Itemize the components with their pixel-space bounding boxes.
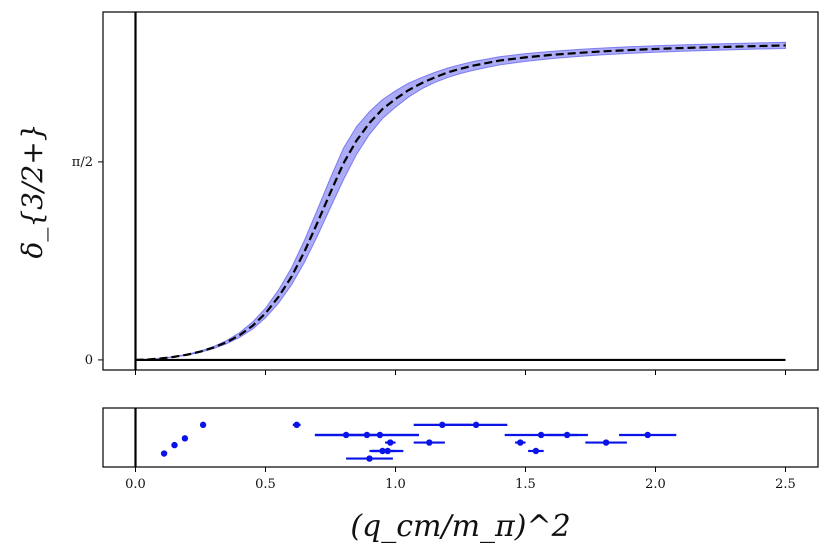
data-point [439,421,446,429]
data-point [181,435,189,442]
data-point [563,431,571,439]
data-point [644,431,651,439]
data-point [376,431,384,439]
bottom-panel: 0.0 0.5 1.0 1.5 2.0 2.5 (q_cm/m_π)^2 [102,407,819,544]
data-point [472,421,480,429]
data-point [366,455,373,462]
data-points-layer [160,421,677,462]
x-ticks: 0.0 0.5 1.0 1.5 2.0 2.5 [125,467,796,492]
x-tick-label: 1.0 [385,477,406,492]
uncertainty-band [135,41,786,361]
data-point [517,439,524,446]
x-tick-label: 0.0 [125,477,146,492]
x-axis-title: (q_cm/m_π)^2 [350,509,570,544]
data-point [160,450,168,457]
data-point [532,447,540,455]
x-tick-label: 2.5 [775,477,796,492]
data-point [426,439,433,446]
central-curve [135,44,786,362]
uncertainty-band-layer [135,41,786,361]
y-tick-label: π/2 [72,155,93,170]
data-point [384,447,391,455]
data-point [293,421,300,429]
reference-lines [134,12,786,370]
data-point [602,439,610,446]
data-point [537,431,545,439]
bottom-plot-frame [102,407,819,468]
top-panel: 0 π/2 δ_{3/2+} [16,11,819,375]
y-axis-title: δ_{3/2+} [16,123,49,258]
x-tick-label: 0.5 [255,477,276,492]
top-plot-frame [102,11,819,371]
x-tick-label: 1.5 [515,477,536,492]
data-point [171,441,178,449]
top-x-ticks [135,370,786,375]
data-point [387,439,394,446]
central-curve-layer [135,44,786,362]
data-point [199,421,207,429]
y-tick-label: 0 [85,353,93,368]
top-y-ticks: 0 π/2 [72,155,103,368]
x-tick-label: 2.0 [645,477,666,492]
